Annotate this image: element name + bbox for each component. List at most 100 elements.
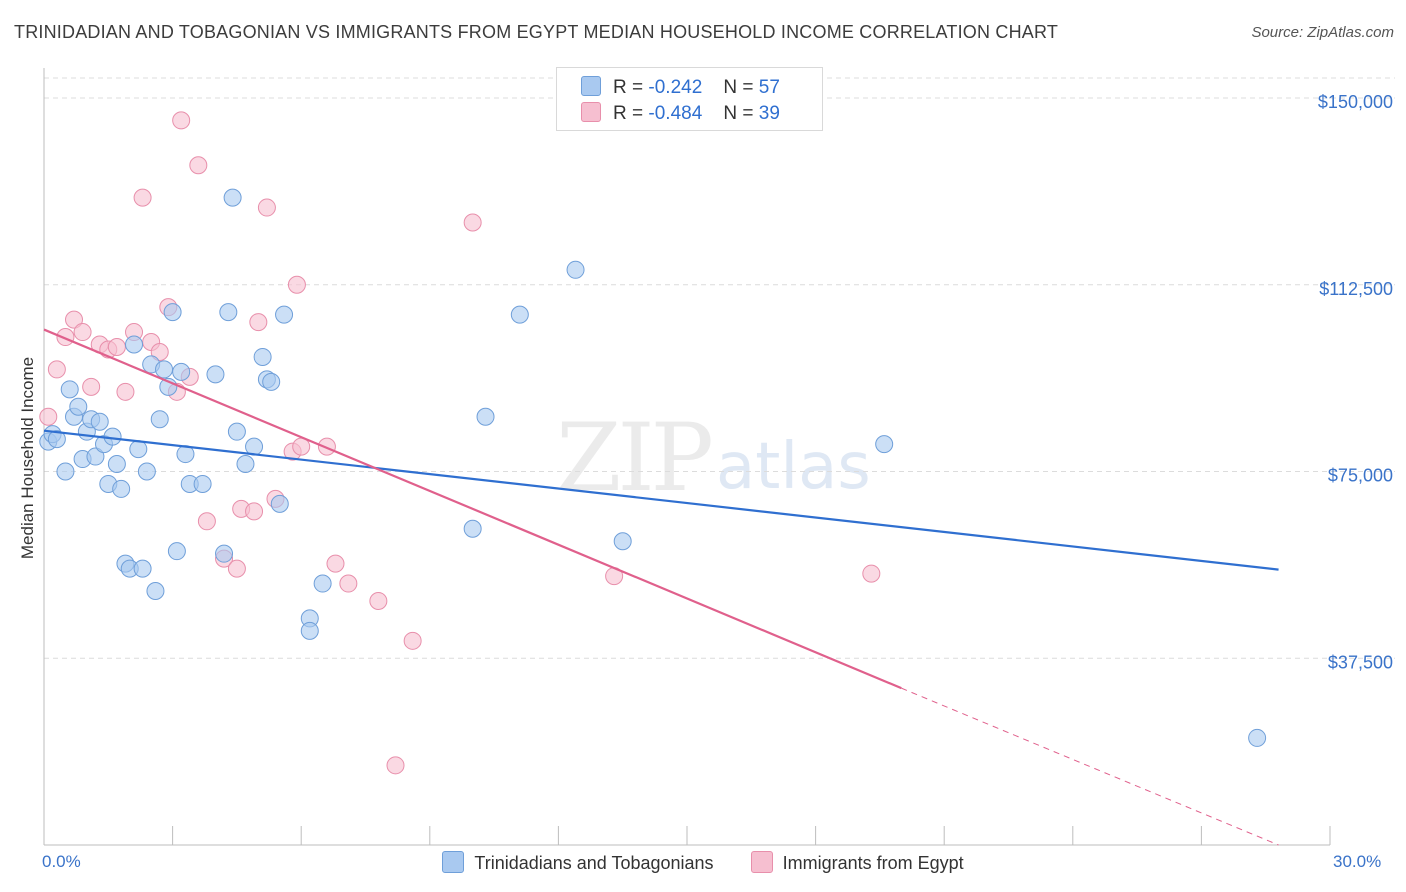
watermark-zip: ZIP [556, 404, 710, 513]
trinidad-point [476, 407, 495, 426]
trinidad-point [313, 574, 332, 593]
trinidad-point [90, 412, 109, 431]
egypt-point [73, 323, 92, 342]
egypt-point [39, 407, 58, 426]
stats-n-label: N = [723, 77, 754, 98]
y-tick-label: $37,500 [1328, 652, 1393, 672]
watermark: ZIP atlas [556, 404, 871, 513]
trinidad-point [172, 362, 191, 381]
stats-legend: R = -0.242 N = 57 R = -0.484 N = 39 [556, 67, 823, 131]
stats-r-label: R = [613, 103, 644, 124]
trinidad-point [69, 397, 88, 416]
trinidad-point [510, 305, 529, 324]
stats-row-trinidad: R = -0.242 N = 57 [581, 76, 780, 100]
egypt-point [245, 502, 264, 521]
x-tick-label-min: 0.0% [42, 852, 81, 871]
trinidad-point [253, 347, 272, 366]
y-tick-label: $75,000 [1328, 466, 1393, 486]
trinidad-point [133, 559, 152, 578]
egypt-point [257, 198, 276, 217]
egypt-point [107, 338, 126, 356]
trinidad-point [193, 474, 212, 493]
chart-title: TRINIDADIAN AND TOBAGONIAN VS IMMIGRANTS… [14, 22, 1059, 42]
trinidad-point [146, 582, 165, 601]
axes [43, 68, 1331, 846]
egypt-point [197, 512, 216, 531]
egypt-trend-line [43, 328, 902, 690]
trinidad-point [275, 305, 294, 324]
egypt-point [65, 310, 84, 329]
stats-r-value: -0.242 [648, 77, 703, 98]
egypt-point [317, 437, 336, 456]
legend-label-egypt: Immigrants from Egypt [782, 853, 964, 873]
trinidad-point [56, 462, 75, 481]
legend-label-trinidad: Trinidadians and Tobagonians [474, 853, 714, 873]
trinidad-point [215, 544, 234, 563]
egypt-point [326, 554, 345, 573]
egypt-point [82, 377, 101, 396]
trinidad-point [60, 380, 79, 399]
stats-r-label: R = [613, 77, 644, 98]
trinidad-point [129, 440, 148, 459]
gridlines [44, 77, 1395, 659]
series-trinidad-points [39, 188, 1267, 747]
egypt-point [133, 188, 152, 207]
trinidad-point [875, 435, 894, 454]
trinidad-point [262, 372, 281, 391]
trinidad-point [300, 621, 319, 640]
egypt-point [249, 313, 268, 332]
legend-swatch-pink [750, 851, 773, 873]
egypt-point [227, 559, 246, 578]
trinidad-point [566, 260, 585, 279]
egypt-point [386, 756, 405, 775]
trinidad-point [219, 303, 238, 322]
trinidad-point [223, 188, 242, 207]
source-label: Source: ZipAtlas.com [1251, 24, 1394, 41]
egypt-point [189, 156, 208, 175]
egypt-point [339, 574, 358, 593]
legend-item-trinidad: Trinidadians and Tobagonians [442, 851, 714, 874]
trinidad-point [86, 447, 105, 466]
trinidad-point [125, 335, 144, 354]
stats-row-egypt: R = -0.484 N = 39 [581, 102, 780, 126]
stats-r-value: -0.484 [648, 103, 703, 124]
legend-item-egypt: Immigrants from Egypt [750, 851, 964, 874]
egypt-point [47, 360, 66, 379]
trinidad-point [155, 360, 174, 379]
trinidad-point [463, 519, 482, 538]
trinidad-point [163, 303, 182, 322]
trinidad-trend-line [43, 429, 1279, 571]
stats-n-value: 57 [758, 77, 780, 98]
egypt-point [116, 382, 135, 401]
trinidad-point [137, 462, 156, 481]
egypt-point [403, 631, 422, 650]
egypt-point [463, 213, 482, 232]
egypt-trend-extension [901, 687, 1279, 846]
trinidad-point [47, 430, 66, 449]
legend-swatch-blue [581, 76, 601, 96]
legend-swatch-pink [581, 102, 601, 122]
y-tick-label: $112,500 [1319, 279, 1393, 299]
legend-swatch-blue [442, 851, 465, 873]
egypt-point [172, 111, 191, 130]
egypt-point [369, 591, 388, 610]
egypt-point [287, 275, 306, 294]
trinidad-point [236, 455, 255, 474]
trinidad-point [270, 494, 289, 513]
x-tick-label-max: 30.0% [1333, 852, 1382, 871]
stats-n-label: N = [723, 103, 754, 124]
trinidad-point [107, 455, 126, 474]
egypt-point [150, 342, 169, 361]
trinidad-point [227, 422, 246, 441]
y-tick-label: $150,000 [1318, 92, 1393, 112]
egypt-point [862, 564, 881, 583]
trinidad-point [613, 532, 632, 551]
trend-lines [43, 328, 1279, 846]
trinidad-point [150, 410, 169, 429]
trinidad-point [1248, 728, 1267, 747]
trinidad-point [112, 479, 131, 498]
y-tick-labels: $37,500 $75,000 $112,500 $150,000 [1318, 92, 1393, 672]
series-legend: Trinidadians and Tobagonians Immigrants … [0, 851, 1406, 874]
watermark-atlas: atlas [716, 430, 871, 504]
